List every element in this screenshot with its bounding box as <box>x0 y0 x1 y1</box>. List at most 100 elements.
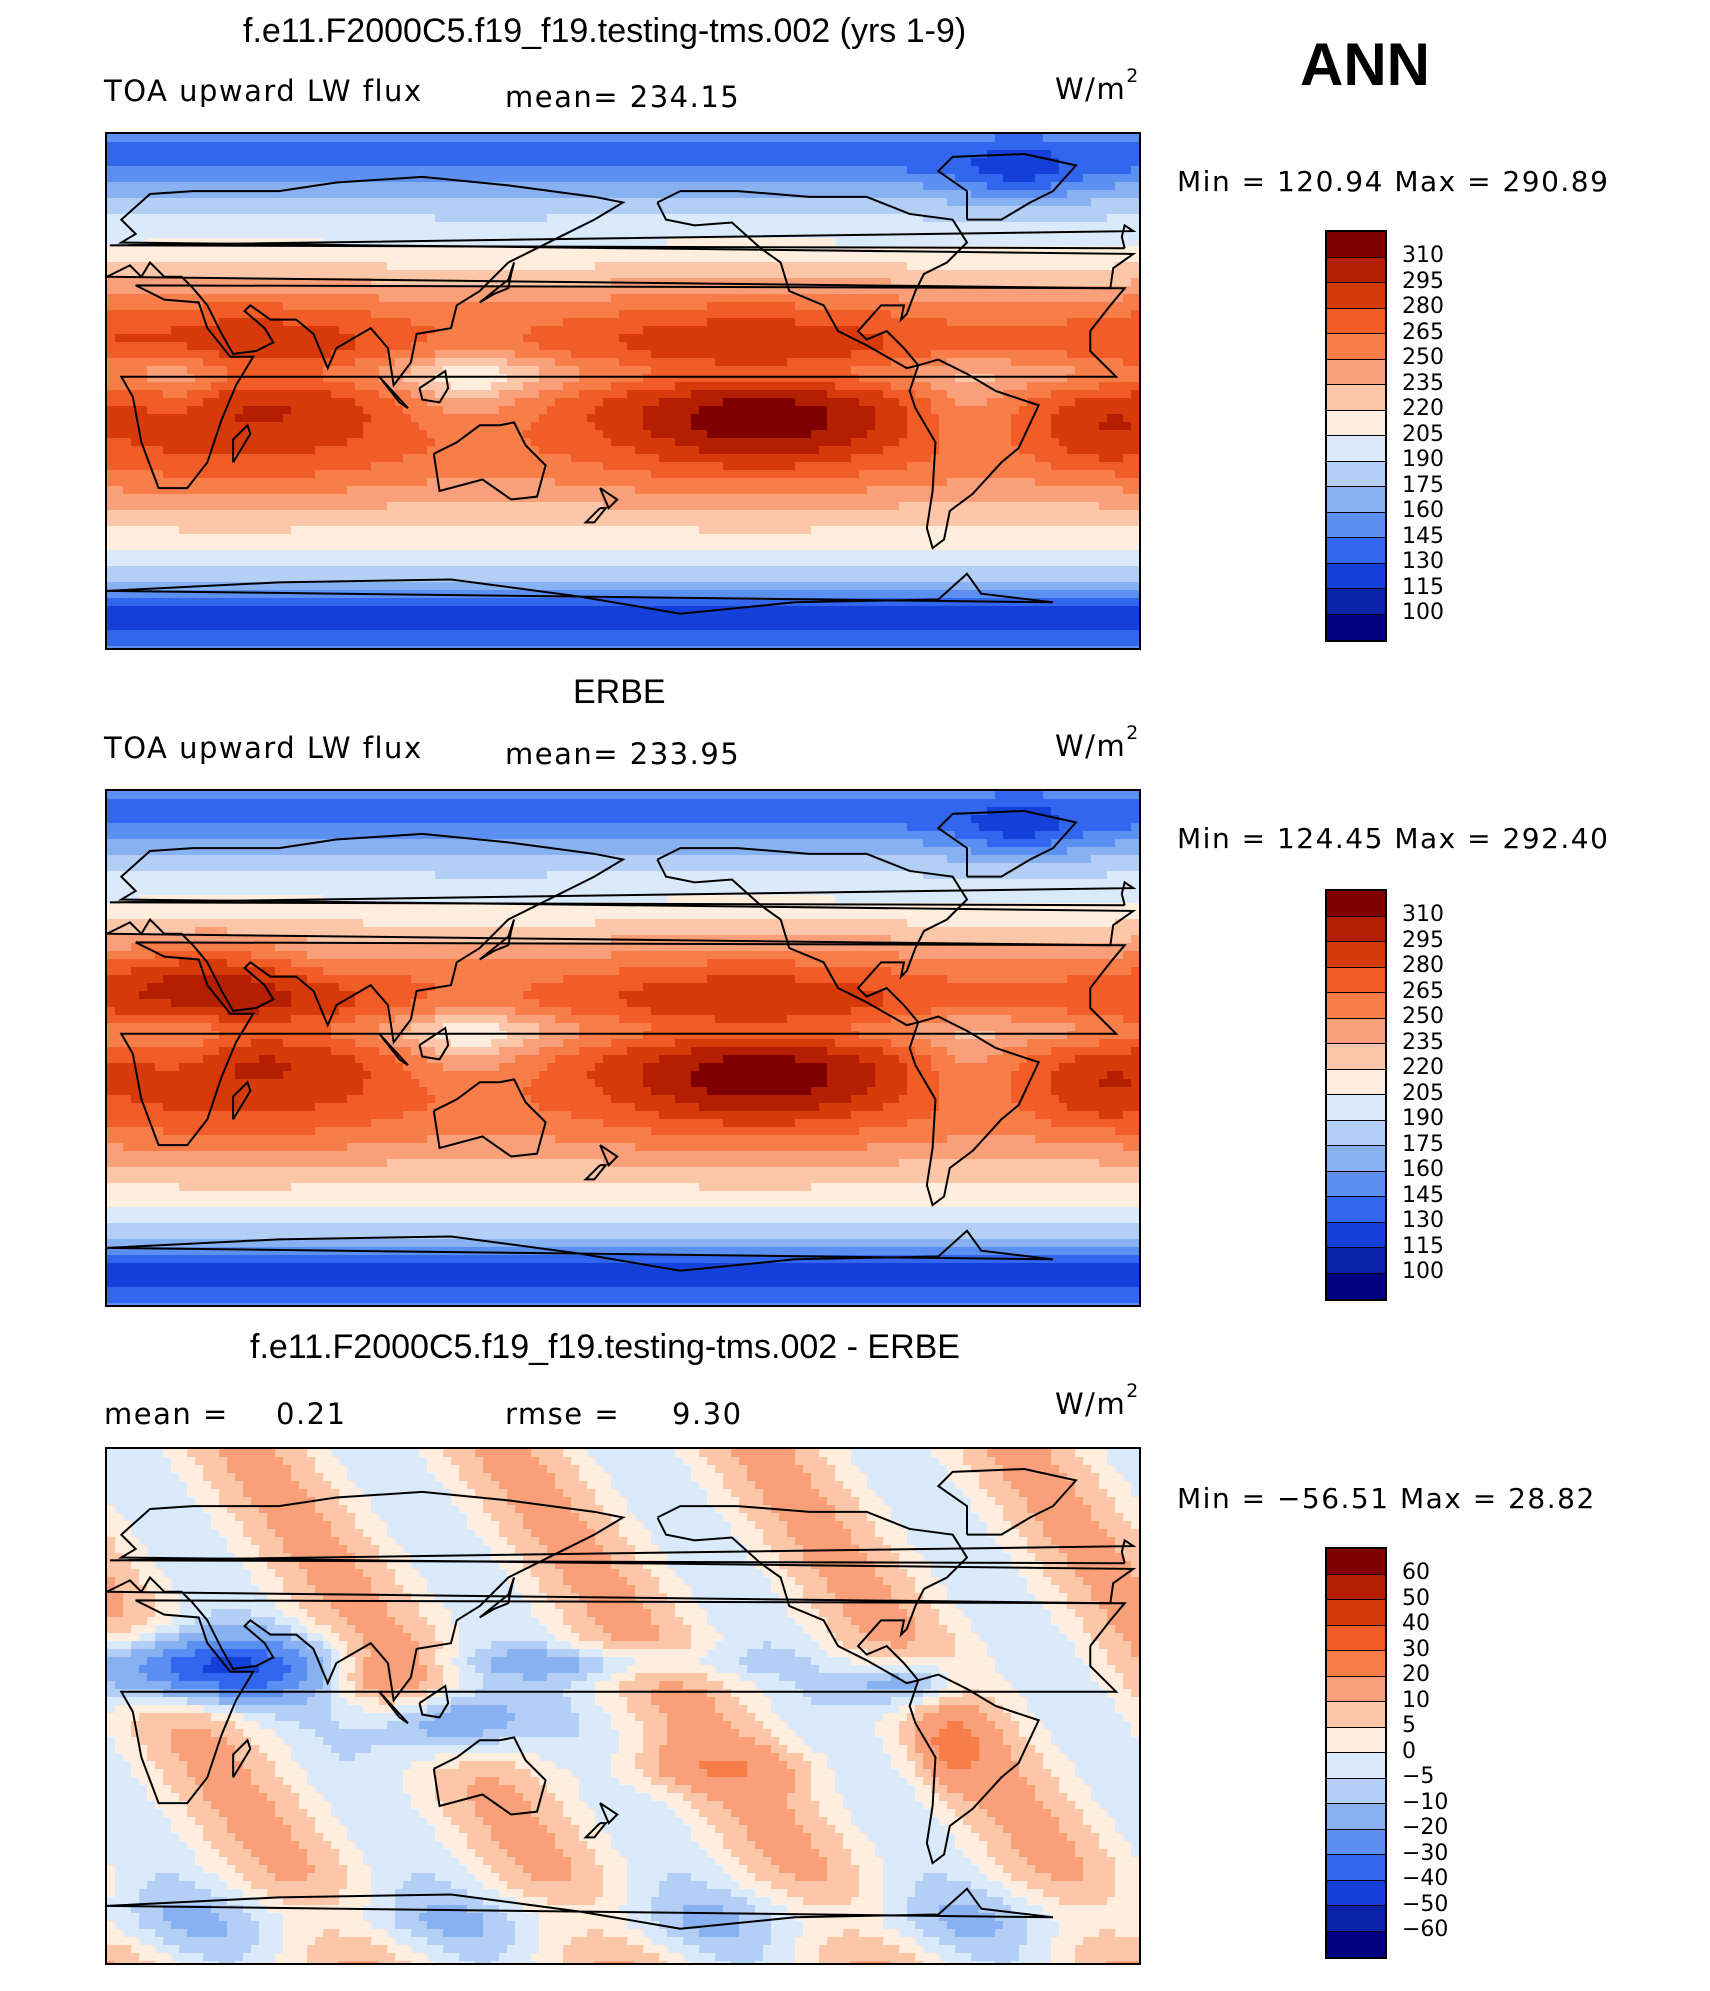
panel-3-minmax: Min = −56.51 Max = 28.82 <box>1177 1482 1596 1515</box>
colorbar-tick-label: 295 <box>1402 269 1444 295</box>
colorbar-swatch <box>1327 410 1385 436</box>
coastline <box>599 487 619 510</box>
colorbar-tick-label: −60 <box>1402 1917 1448 1943</box>
panel-3-rmse-label: rmse = <box>505 1397 620 1431</box>
colorbar-tick-label: 205 <box>1402 1081 1444 1107</box>
colorbar-swatch <box>1327 1574 1385 1600</box>
colorbar-swatch <box>1327 1880 1385 1906</box>
coastline <box>107 1887 1054 1930</box>
colorbar-tick-label: 205 <box>1402 422 1444 448</box>
season-label: ANN <box>1300 30 1430 99</box>
map-field <box>107 134 1139 648</box>
colorbar-swatch <box>1327 1727 1385 1753</box>
colorbar-swatch <box>1327 1931 1385 1957</box>
colorbar-swatch <box>1327 993 1385 1019</box>
coastline <box>936 152 1078 221</box>
colorbar-swatch <box>1327 1222 1385 1248</box>
panel-2-units: W/m2 <box>1055 723 1140 763</box>
panel-2-title: ERBE <box>573 673 666 712</box>
panel-3-units: W/m2 <box>1055 1381 1140 1421</box>
colorbar-tick-label: −40 <box>1402 1866 1448 1892</box>
colorbar-tick-label: 235 <box>1402 371 1444 397</box>
colorbar-tick-label: 145 <box>1402 1183 1444 1209</box>
coastline <box>432 421 547 501</box>
colorbar-swatch <box>1327 1549 1385 1575</box>
coastline <box>583 1164 608 1181</box>
colorbar-tick-label: 235 <box>1402 1030 1444 1056</box>
coastline <box>109 880 1137 907</box>
colorbar-swatch <box>1327 232 1385 258</box>
colorbar-swatch <box>1327 1804 1385 1830</box>
coastline <box>908 1673 1041 1865</box>
colorbar-tick-label: −20 <box>1402 1815 1448 1841</box>
coastline <box>232 1738 252 1778</box>
colorbar-swatch <box>1327 891 1385 917</box>
coastline <box>908 358 1041 550</box>
colorbar-tick-label: 40 <box>1402 1611 1448 1637</box>
colorbar-tick-label: −30 <box>1402 1841 1448 1867</box>
colorbar-tick-label: 160 <box>1402 1157 1444 1183</box>
coastline <box>109 223 1137 250</box>
coastline <box>378 1691 409 1724</box>
colorbar-tick-label: 175 <box>1402 1132 1444 1158</box>
coastline <box>378 376 409 409</box>
colorbar-swatch <box>1327 1625 1385 1651</box>
colorbar-tick-label: 310 <box>1402 243 1444 269</box>
panel-3-mean-label: mean = <box>104 1397 229 1431</box>
colorbar-swatch <box>1327 1778 1385 1804</box>
panel-3-mean-value: 0.21 <box>276 1397 347 1431</box>
panel-1-colorbar-labels: 310 295 280 265 250 235 220 205 190 175 160 145 130 1… <box>1402 243 1444 626</box>
colorbar-swatch <box>1327 1171 1385 1197</box>
colorbar-tick-label: 250 <box>1402 1004 1444 1030</box>
panel-1-variable-label: TOA upward LW flux <box>104 74 423 108</box>
colorbar-tick-label: 265 <box>1402 320 1444 346</box>
colorbar-tick-label: 250 <box>1402 345 1444 371</box>
panel-2-map <box>105 789 1141 1307</box>
colorbar-swatch <box>1327 1120 1385 1146</box>
colorbar-swatch <box>1327 614 1385 640</box>
colorbar-tick-label: 30 <box>1402 1637 1448 1663</box>
colorbar-tick-label: 130 <box>1402 1208 1444 1234</box>
colorbar-tick-label: 115 <box>1402 575 1444 601</box>
colorbar-tick-label: 190 <box>1402 1106 1444 1132</box>
panel-3-colorbar <box>1325 1547 1387 1959</box>
coastline <box>656 1505 969 1685</box>
colorbar-tick-label: 220 <box>1402 396 1444 422</box>
coastline <box>418 1026 450 1061</box>
coastline <box>479 919 516 961</box>
colorbar-swatch <box>1327 436 1385 462</box>
panel-1-units: W/m2 <box>1055 66 1140 106</box>
coastline <box>107 572 1054 615</box>
coastline <box>908 1015 1041 1207</box>
coastline <box>107 832 1137 1045</box>
colorbar-tick-label: 220 <box>1402 1055 1444 1081</box>
colorbar-tick-label: −5 <box>1402 1764 1448 1790</box>
colorbar-swatch <box>1327 1273 1385 1299</box>
panel-1-colorbar <box>1325 230 1387 642</box>
colorbar-tick-label: −50 <box>1402 1892 1448 1918</box>
colorbar-tick-label: 160 <box>1402 498 1444 524</box>
coastline <box>119 284 1127 490</box>
coastline <box>479 262 516 304</box>
coastline <box>432 1736 547 1816</box>
colorbar-swatch <box>1327 563 1385 589</box>
panel-2-mean: mean= 233.95 <box>505 737 740 771</box>
coastline <box>599 1144 619 1167</box>
colorbar-tick-label: 145 <box>1402 524 1444 550</box>
colorbar-swatch <box>1327 967 1385 993</box>
colorbar-swatch <box>1327 1753 1385 1779</box>
coastline <box>583 507 608 524</box>
panel-2-colorbar-labels: 310 295 280 265 250 235 220 205 190 175 160 145 130 1… <box>1402 902 1444 1285</box>
coastline <box>119 941 1127 1147</box>
colorbar-swatch <box>1327 1906 1385 1932</box>
colorbar-tick-label: 310 <box>1402 902 1444 928</box>
colorbar-tick-label: 280 <box>1402 953 1444 979</box>
coastline <box>378 1033 409 1066</box>
colorbar-tick-label: 295 <box>1402 928 1444 954</box>
colorbar-swatch <box>1327 487 1385 513</box>
colorbar-swatch <box>1327 257 1385 283</box>
colorbar-swatch <box>1327 589 1385 615</box>
colorbar-swatch <box>1327 308 1385 334</box>
colorbar-swatch <box>1327 512 1385 538</box>
colorbar-swatch <box>1327 538 1385 564</box>
